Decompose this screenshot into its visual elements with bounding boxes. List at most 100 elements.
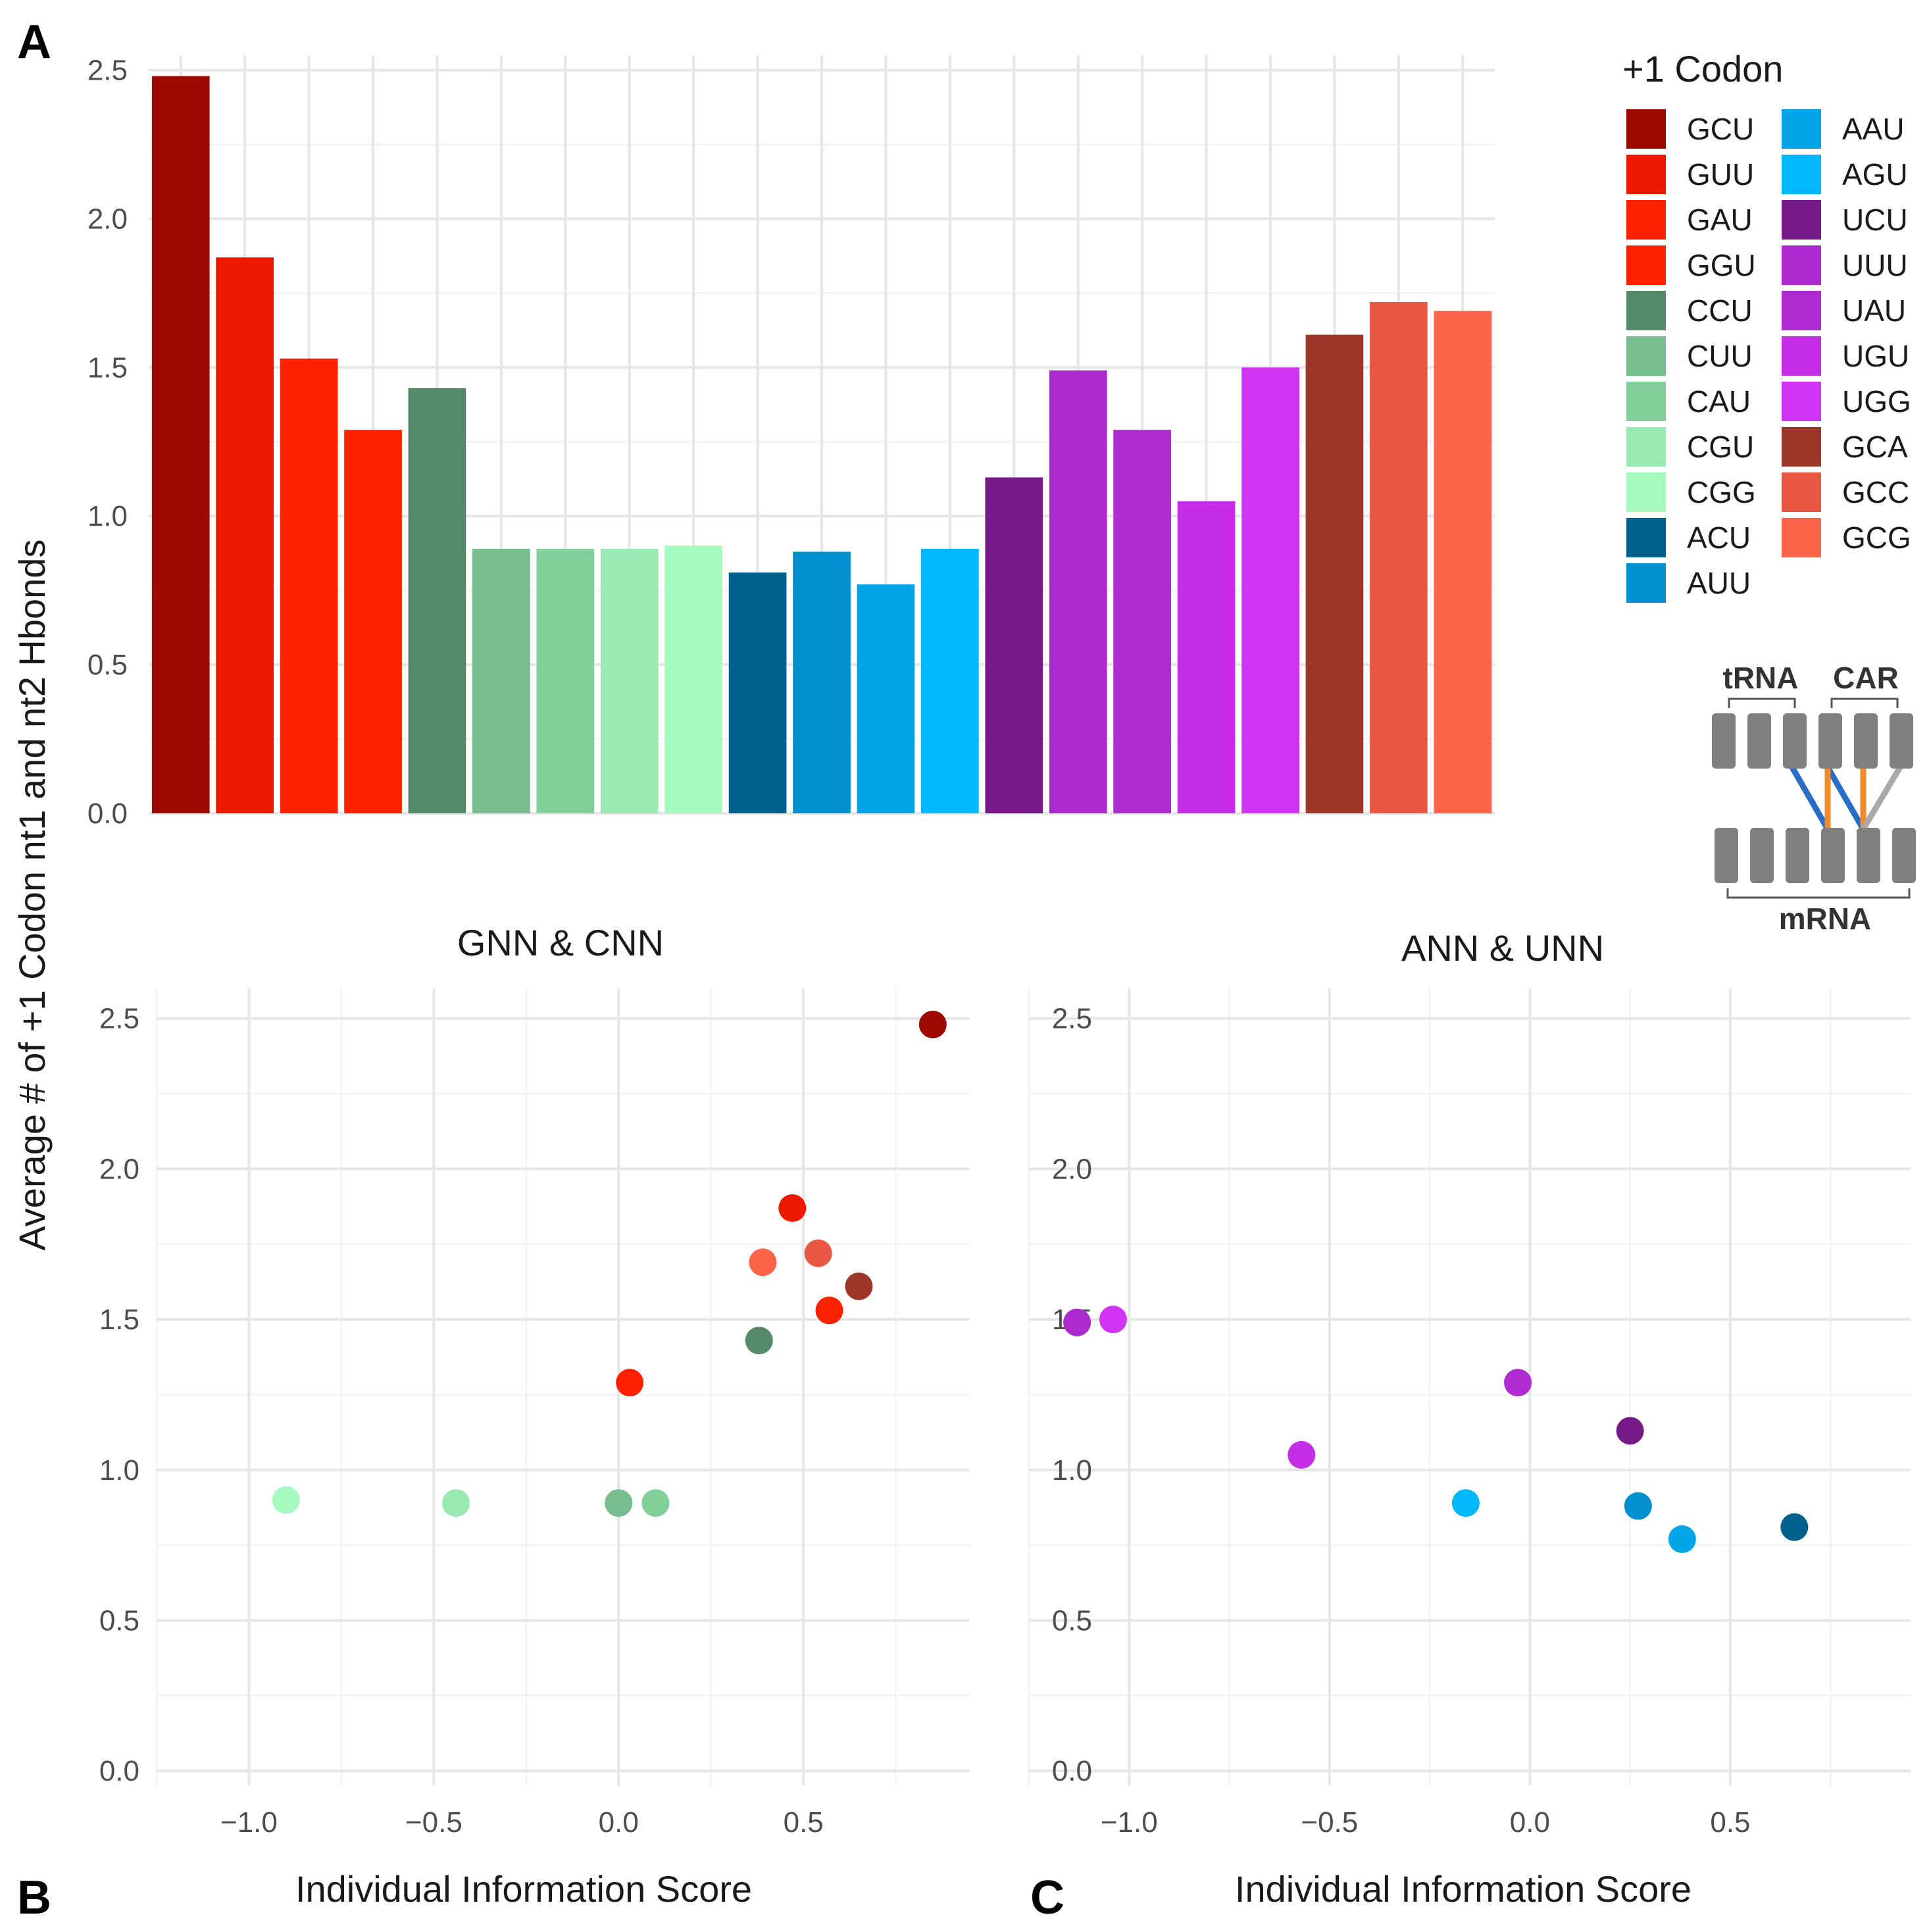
trna-label: tRNA <box>1723 661 1799 695</box>
bar-chart: 0.0 0.5 1.0 1.5 2.0 2.5 <box>88 55 1495 830</box>
legend-label-gca: GCA <box>1842 430 1908 464</box>
point-gcc <box>804 1239 832 1267</box>
mrna-label: mRNA <box>1779 902 1872 936</box>
legend: +1 Codon GCU GUU GAU GGU CCU CUU CAU CGU CGG ACU A… <box>1622 48 1911 603</box>
y-tick-label: 2.5 <box>99 1003 139 1035</box>
point-ugg <box>1099 1306 1127 1334</box>
y-tick-label: 1.5 <box>88 351 128 384</box>
legend-label-gcu: GCU <box>1687 112 1754 146</box>
legend-swatch-gau <box>1626 200 1666 240</box>
legend-label-cgg: CGG <box>1687 475 1756 509</box>
panel-label-b: B <box>17 1871 51 1924</box>
legend-title: +1 Codon <box>1622 48 1783 89</box>
legend-swatch-cgu <box>1626 427 1666 467</box>
legend-swatch-ugg <box>1782 382 1821 421</box>
hbond-inset-diagram: tRNA CAR mRNA <box>1712 661 1916 936</box>
mrna-nucleotide <box>1786 828 1809 883</box>
point-gca <box>845 1272 873 1300</box>
trna-bracket <box>1728 698 1796 708</box>
x-tick-label: −1.0 <box>1101 1806 1158 1839</box>
bar-cgu <box>600 548 659 813</box>
bar-ugg <box>1241 367 1299 813</box>
legend-label-uau: UAU <box>1842 293 1906 328</box>
bar-cgg <box>664 546 722 813</box>
bar-ggu <box>344 430 402 813</box>
y-tick-label: 0.0 <box>99 1755 139 1787</box>
y-tick-label: 0.5 <box>99 1604 139 1637</box>
y-tick-label: 2.5 <box>88 55 128 87</box>
bar-aau <box>857 584 915 813</box>
legend-swatch-gcu <box>1626 109 1666 149</box>
legend-label-ggu: GGU <box>1687 248 1756 282</box>
legend-swatch-uuu <box>1782 245 1821 285</box>
point-aau <box>1668 1525 1696 1553</box>
mrna-nucleotide <box>1715 828 1738 883</box>
mrna-nucleotide <box>1821 828 1845 883</box>
bar-gau <box>280 358 338 813</box>
bar-acu <box>728 572 787 813</box>
y-tick-label: 1.0 <box>99 1454 139 1487</box>
legend-swatch-gcg <box>1782 518 1821 557</box>
point-uuu <box>1063 1308 1091 1336</box>
legend-label-gcc: GCC <box>1842 475 1909 509</box>
point-guu <box>778 1194 807 1222</box>
legend-label-gcg: GCG <box>1842 521 1911 555</box>
bar-ugu <box>1177 501 1236 813</box>
legend-label-acu: ACU <box>1687 521 1751 555</box>
legend-label-guu: GUU <box>1687 157 1754 191</box>
point-ugu <box>1288 1440 1316 1469</box>
y-tick-label: 1.0 <box>88 500 128 532</box>
y-tick-label: 1.0 <box>1052 1454 1092 1487</box>
y-tick-label: 0.0 <box>88 798 128 830</box>
legend-swatch-gca <box>1782 427 1821 467</box>
point-gcg <box>749 1248 777 1277</box>
y-tick-label: 2.0 <box>88 203 128 235</box>
y-axis-title: Average # of +1 Codon nt1 and nt2 Hbonds <box>11 540 53 1251</box>
x-tick-label: −1.0 <box>220 1806 278 1839</box>
mrna-nucleotide <box>1750 828 1774 883</box>
bar-guu <box>216 257 274 813</box>
y-tick-label: 2.5 <box>1052 1003 1092 1035</box>
legend-swatch-cau <box>1626 382 1666 421</box>
x-tick-label: 0.0 <box>599 1806 639 1839</box>
mrna-nucleotide <box>1857 828 1880 883</box>
legend-label-ugg: UGG <box>1842 384 1911 419</box>
legend-swatch-uau <box>1782 291 1821 330</box>
point-gau <box>815 1296 843 1325</box>
trna-nucleotide <box>1854 713 1878 769</box>
point-agu <box>1451 1489 1480 1517</box>
y-tick-label: 0.5 <box>1052 1604 1092 1637</box>
legend-swatch-auu <box>1626 563 1666 603</box>
y-tick-label: 0.5 <box>88 649 128 681</box>
x-axis-title: Individual Information Score <box>1235 1868 1691 1910</box>
legend-swatch-cgg <box>1626 472 1666 512</box>
car-bracket <box>1830 698 1899 708</box>
legend-swatch-guu <box>1626 155 1666 194</box>
x-tick-label: 0.0 <box>1510 1806 1550 1839</box>
panel-label-a: A <box>17 16 51 68</box>
trna-nucleotide <box>1783 713 1807 769</box>
point-acu <box>1780 1513 1809 1541</box>
y-tick-label: 0.0 <box>1052 1755 1092 1787</box>
bar-gca <box>1305 334 1364 813</box>
legend-label-ccu: CCU <box>1687 293 1753 328</box>
legend-swatch-aau <box>1782 109 1821 149</box>
legend-label-agu: AGU <box>1842 157 1908 191</box>
point-gcu <box>918 1010 947 1038</box>
point-ccu <box>745 1327 773 1355</box>
y-tick-label: 1.5 <box>99 1304 139 1336</box>
trna-nucleotide <box>1712 713 1736 769</box>
bar-gcg <box>1434 311 1492 813</box>
panel-label-c: C <box>1030 1871 1065 1924</box>
legend-swatch-cuu <box>1626 336 1666 376</box>
car-label: CAR <box>1833 661 1899 695</box>
mrna-bracket <box>1726 888 1911 899</box>
bar-gcu <box>151 76 210 813</box>
point-cgu <box>442 1489 470 1517</box>
mrna-nucleotide <box>1892 828 1916 883</box>
x-axis-title: Individual Information Score <box>295 1868 752 1910</box>
legend-swatch-gcc <box>1782 472 1821 512</box>
scatter-chart-gnn-cnn: −1.0 −0.5 0.0 0.5 0.0 0.5 1.0 1.5 2.0 2.5 GNN & CN… <box>99 922 970 1910</box>
bar-cuu <box>472 548 530 813</box>
